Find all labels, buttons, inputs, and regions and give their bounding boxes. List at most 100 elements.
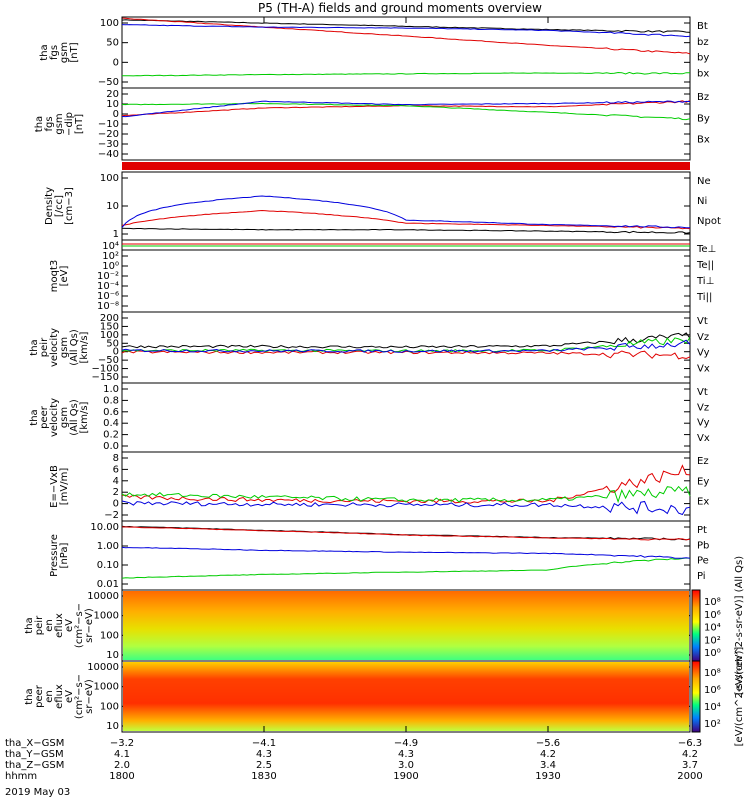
- y-tick-label: 0.8: [103, 395, 119, 406]
- x-row-label: tha_Z−GSM: [5, 760, 64, 771]
- legend-Ne: Ne: [697, 176, 711, 187]
- y-tick-label: 200: [100, 313, 119, 324]
- y-tick-label: 10: [106, 99, 119, 110]
- x-tick-label: 3.0: [398, 760, 414, 771]
- legend-Bz: Bz: [697, 92, 709, 103]
- x-row-label: tha_Y−GSM: [5, 749, 64, 760]
- y-tick-label: 10⁴: [102, 241, 119, 252]
- y-axis-label: tha: [29, 339, 40, 355]
- y-tick-label: −150: [92, 372, 119, 383]
- panel-frame: [121, 239, 691, 313]
- x-tick-label: −6.3: [678, 738, 702, 749]
- legend-Ti⊥: Ti⊥: [696, 276, 714, 287]
- y-tick-label: 10⁰: [102, 261, 119, 272]
- y-axis-label: Density: [44, 187, 55, 225]
- y-tick-label: 10⁻⁸: [97, 301, 119, 312]
- x-row-label: tha_X−GSM: [5, 738, 64, 749]
- x-tick-label: 2.0: [114, 760, 130, 771]
- legend-Te⊥: Te⊥: [696, 244, 716, 255]
- plot-title: P5 (TH-A) fields and ground moments over…: [258, 1, 542, 15]
- spectrogram-image: [123, 591, 689, 660]
- y-tick-label: −50: [98, 77, 119, 88]
- legend-Ex: Ex: [697, 497, 709, 508]
- y-axis-label: (All Qs): [69, 399, 80, 436]
- x-row-label: hhmm: [5, 771, 37, 782]
- y-axis-label: (All Qs): [69, 329, 80, 366]
- x-tick-label: 4.3: [398, 749, 414, 760]
- series-Bt: [121, 19, 691, 33]
- y-tick-label: 0.4: [103, 418, 119, 429]
- y-tick-label: 0.2: [103, 430, 119, 441]
- y-tick-label: 1000: [94, 682, 119, 693]
- panel-peer-spectrogram: 10000 1000 100 10 tha peer en eflux eV (cm²−s− sr−…: [24, 647, 745, 747]
- y-axis-label: eV: [64, 690, 75, 703]
- x-tick-label: 3.4: [540, 760, 556, 771]
- y-tick-label: 1.00: [97, 541, 119, 552]
- y-tick-label: 1: [113, 229, 119, 240]
- legend-Pt: Pt: [697, 525, 707, 536]
- y-axis-label: tha: [24, 617, 35, 633]
- y-axis-label: (cm²−s−: [74, 603, 85, 648]
- legend-Bt: Bt: [697, 21, 708, 32]
- colorbar-tick-label: 10⁸: [704, 668, 721, 679]
- y-tick-label: −20: [98, 129, 119, 140]
- y-tick-label: 0.6: [103, 407, 119, 418]
- y-axis-label: peir: [39, 337, 50, 357]
- legend-Vz: Vz: [697, 332, 709, 343]
- y-axis-label: moqt3: [49, 260, 60, 293]
- series-Pb: [121, 526, 691, 541]
- series-Ex: [121, 500, 691, 516]
- colorbar-label: [eV/(cm^2-s-sr-eV)] (All Qs): [734, 556, 745, 695]
- colorbar-tick-label: 10²: [704, 635, 721, 646]
- colorbar-tick-label: 10⁴: [704, 702, 721, 713]
- series-by: [121, 71, 691, 77]
- y-axis-label: gsm: [59, 337, 70, 358]
- legend-bx: bx: [697, 68, 709, 79]
- colorbar-tick-label: 10⁶: [704, 685, 721, 696]
- panel-frame: [121, 16, 691, 89]
- panel-pressure: 10.00 1.00 0.10 0.01 Pressure [nPa] Pt Pb Pe Pi: [49, 520, 709, 591]
- legend-Pi: Pi: [697, 571, 706, 582]
- x-tick-label: 4.1: [114, 749, 130, 760]
- legend-Vt: Vt: [697, 316, 708, 327]
- y-axis-label: fgs: [44, 116, 55, 131]
- y-axis-label: gsm: [54, 113, 65, 134]
- y-axis-label: E=−VxB: [49, 465, 60, 508]
- legend-by: by: [697, 53, 709, 64]
- y-axis-label: [nT]: [69, 42, 80, 62]
- y-tick-label: 2: [113, 487, 119, 498]
- y-axis-label: [nPa]: [59, 542, 70, 568]
- colorbar: [691, 660, 701, 733]
- y-tick-label: 0: [113, 347, 119, 358]
- y-tick-label: 4: [113, 476, 119, 487]
- y-axis-label: sr−eV): [84, 679, 95, 714]
- y-axis-label: en: [44, 690, 55, 703]
- y-tick-label: −40: [98, 149, 119, 160]
- y-axis-label: peer: [34, 684, 45, 708]
- y-tick-label: 0.10: [97, 560, 119, 571]
- y-tick-label: −10: [98, 119, 119, 130]
- legend-Npot: Npot: [697, 216, 721, 227]
- legend-Vx: Vx: [697, 363, 710, 374]
- colorbar-tick-label: 10⁰: [704, 648, 721, 659]
- y-tick-label: 100: [100, 330, 119, 341]
- colorbar-tick-label: 10²: [704, 719, 721, 730]
- y-tick-label: 100: [100, 630, 119, 641]
- colorbar: [691, 589, 701, 662]
- x-tick-label: 1830: [251, 771, 276, 782]
- legend-Vy: Vy: [697, 418, 710, 429]
- series-bz: [121, 17, 691, 55]
- panel-frame: [121, 87, 691, 161]
- y-axis-label: gsm: [59, 407, 70, 428]
- x-tick-label: −5.6: [536, 738, 560, 749]
- y-axis-label: gsm: [59, 42, 70, 63]
- y-axis-label: eV: [64, 619, 75, 632]
- y-tick-label: 50: [106, 338, 119, 349]
- legend-Ey: Ey: [697, 476, 709, 487]
- y-tick-label: 10²: [102, 251, 119, 262]
- series-Npot: [121, 195, 690, 229]
- y-tick-label: 50: [106, 38, 119, 49]
- legend-Vy: Vy: [697, 348, 710, 359]
- y-tick-label: 10: [106, 721, 119, 732]
